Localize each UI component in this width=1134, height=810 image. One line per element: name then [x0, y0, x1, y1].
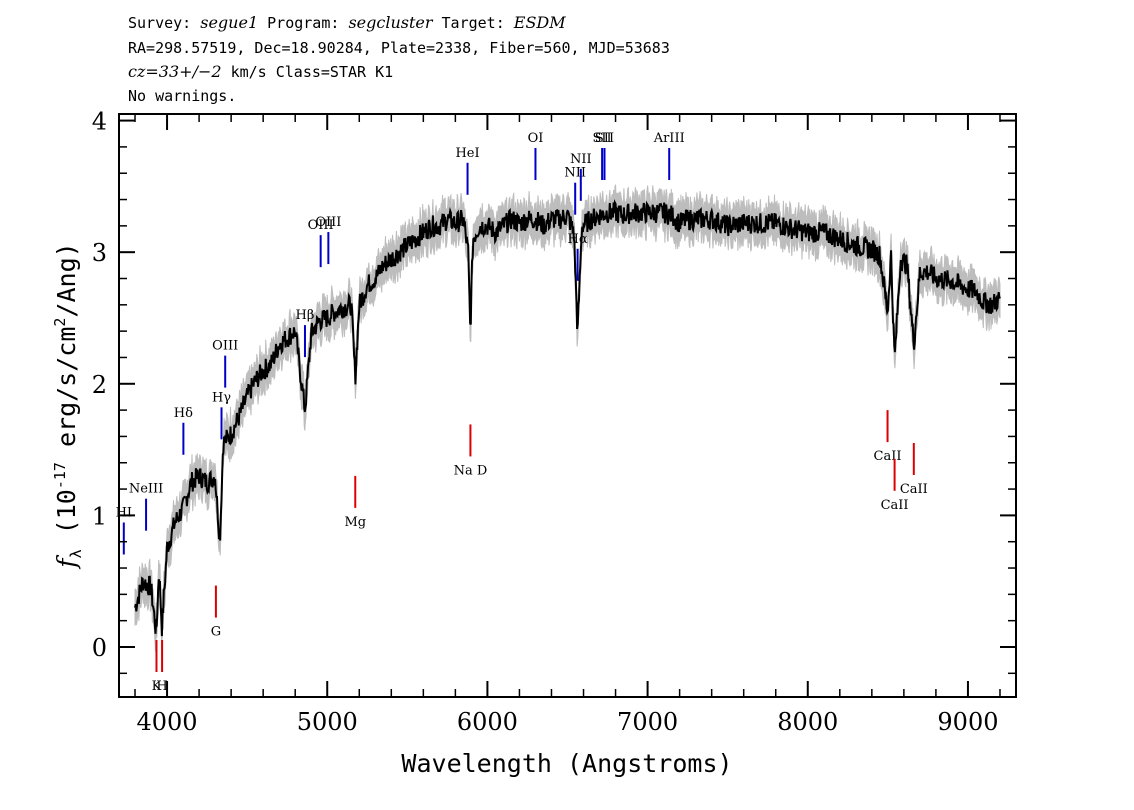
absorption-line-label: CaII [881, 498, 909, 513]
x-axis-label: Wavelength (Angstroms) [401, 749, 732, 778]
emission-line-label: OIII [212, 339, 238, 354]
absorption-line-label: CaII [900, 482, 928, 497]
header-line-4: No warnings. [128, 87, 236, 105]
error-band-area [134, 184, 1001, 652]
emission-line-label: NeIII [129, 482, 163, 497]
emission-line-label: SII [593, 131, 612, 146]
absorption-line-label: K [152, 679, 162, 694]
y-tick-label: 3 [92, 239, 107, 267]
spectral-line-markers: HINeIIIHδHγOIIIHβOIIIOIIIHeIOINIIHαNIISI… [116, 131, 928, 694]
absorption-line-label: CaII [874, 449, 902, 464]
y-tick-label: 4 [92, 108, 107, 136]
plot-axes: 4000 5000 6000 7000 8000 9000 0 1 2 3 4 [92, 108, 1017, 736]
y-tick-label: 2 [92, 371, 107, 399]
x-tick-label: 9000 [937, 708, 998, 736]
header-line-3: cz=33+/−2 km/s Class=STAR K1 [128, 62, 393, 81]
emission-line-label: OI [528, 131, 544, 146]
header-line-2: RA=298.57519, Dec=18.90284, Plate=2338, … [128, 39, 670, 57]
absorption-line-label: Na D [454, 463, 488, 478]
x-tick-label: 8000 [777, 708, 838, 736]
absorption-line-label: Mg [344, 515, 366, 530]
x-tick-label: 5000 [297, 708, 358, 736]
y-axis-label: fλ (10-17 erg/s/cm2/Ang) [51, 242, 85, 569]
y-tick-label: 0 [92, 634, 107, 662]
emission-line-label: NII [570, 152, 592, 167]
flux-series [134, 199, 1001, 637]
emission-line-label: Hδ [174, 406, 193, 421]
absorption-line-label: H [156, 679, 167, 694]
error-band [134, 184, 1001, 652]
absorption-line-label: G [211, 625, 221, 640]
emission-line-label: OIII [315, 215, 341, 230]
header-line-1: Survey: segue1 Program: segcluster Targe… [128, 13, 566, 32]
flux-line [134, 199, 1001, 637]
emission-line-label: SII [595, 131, 614, 146]
emission-line-label: Hβ [296, 308, 315, 323]
emission-line-label: Hα [568, 232, 588, 247]
x-tick-label: 4000 [137, 708, 198, 736]
emission-line-label: OIII [308, 218, 334, 233]
y-tick-label: 1 [92, 502, 107, 530]
emission-line-label: NII [564, 166, 586, 181]
emission-line-label: ArIII [653, 131, 685, 146]
plot-frame [118, 113, 1017, 698]
x-tick-label: 7000 [617, 708, 678, 736]
x-tick-label: 6000 [457, 708, 518, 736]
emission-line-label: Hγ [212, 390, 231, 405]
header-block: Survey: segue1 Program: segcluster Targe… [128, 13, 670, 105]
emission-line-label: HeI [455, 146, 479, 161]
